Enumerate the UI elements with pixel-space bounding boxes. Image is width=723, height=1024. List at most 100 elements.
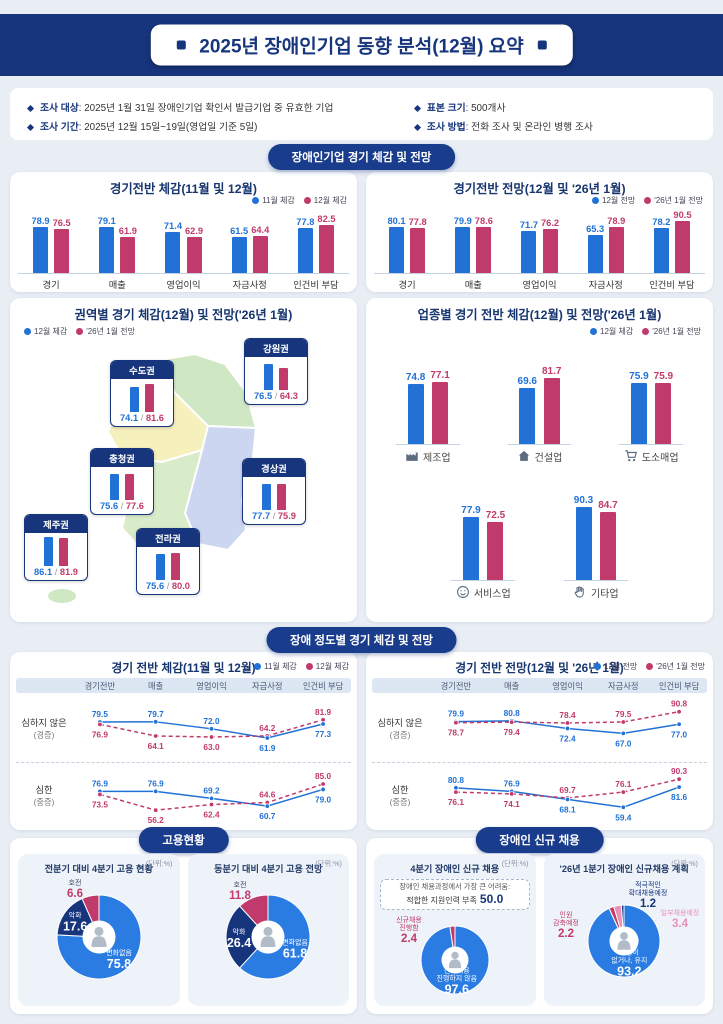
region-bar-rect [277, 484, 286, 510]
region-name: 강원권 [245, 339, 307, 357]
legend-label: 12월 체감 [313, 196, 347, 205]
legend-dot [642, 328, 650, 335]
point-value-label: 78.4 [559, 710, 576, 720]
hand-icon [573, 585, 587, 599]
bar: 82.5 [317, 214, 336, 273]
industry-bar-value: 75.9 [653, 370, 674, 382]
legend-dot [590, 328, 598, 335]
legend-dot [254, 663, 262, 670]
data-point [676, 775, 682, 782]
legend-dot [303, 197, 311, 204]
bar-value: 71.4 [163, 220, 182, 231]
line-charts-row: 경기 전반 체감(11월 및 12월) 11월 체감 12월 체감 경기전반 매출 영… [10, 652, 713, 830]
donut-slice-name: 악화 [233, 928, 246, 936]
chart-title: 업종별 경기 전반 체감(12월) 및 전망('26년 1월) [417, 308, 662, 322]
line-series [455, 777, 680, 799]
bar-category-label: 영업이익 [522, 280, 557, 290]
legend-label: 12월 전망 [604, 662, 638, 671]
bar-group: 79.9 78.6 [440, 216, 506, 273]
bar-chart-plot: 80.1 77.8 79.9 78.6 71.7 76.2 65.3 78.9 78.2 90.5 [374, 210, 705, 274]
region-bars [245, 357, 307, 390]
donut-title: 4분기 장애인 신규 채용 [410, 864, 500, 874]
bar-rect [99, 227, 115, 273]
donut-slice-value: 1.2 [640, 898, 656, 910]
region-value-dec: 75.6 [100, 501, 119, 511]
point-value-label: 67.0 [615, 738, 632, 748]
bar-value: 78.9 [31, 216, 50, 227]
bar-rect [318, 225, 334, 273]
bar-category-label: 매출 [464, 280, 482, 290]
decor-square-right-icon [537, 40, 547, 50]
bar: 90.5 [673, 210, 692, 273]
data-point [564, 725, 571, 732]
industry-name: 건설업 [534, 452, 563, 464]
industry-bars: 69.6 81.7 [507, 357, 572, 445]
survey-item-period: 조사 기간 : 2025년 12월 15일~19일(영업일 기준 5일) [26, 121, 415, 135]
data-point [320, 786, 326, 792]
donut-slice-name: 감축예정 [553, 918, 579, 927]
legend-label: 12월 전망 [602, 196, 636, 205]
survey-value: : 전화 조사 및 온라인 병행 조사 [465, 122, 593, 133]
line-chart-column-header: 자금사정 [252, 680, 283, 691]
region-value-dec: 86.1 [34, 567, 53, 577]
point-value-label: 62.4 [203, 809, 220, 819]
region-value-jan: 75.9 [277, 511, 296, 521]
bar: 64.4 [251, 225, 269, 273]
line-chart: 79.9 78.7 80.8 79.4 78.4 72.4 79.5 67.0 90.8 77.0 [448, 699, 688, 749]
donut-slice [420, 925, 490, 995]
donut-slice-name: 신규채용 [396, 915, 422, 924]
bullet-icon [26, 123, 35, 132]
donut-title: 동분기 대비 4분기 고용 전망 [214, 864, 323, 874]
bar-value: 76.2 [541, 217, 560, 228]
bar-rect [54, 228, 70, 273]
region-name: 수도권 [111, 361, 173, 379]
donut-slice-name: 일부채용예정 [661, 908, 700, 917]
chart-title: 권역별 경기 체감(12월) 및 전망('26년 1월) [74, 308, 293, 322]
region-value-jan: 77.6 [125, 501, 144, 511]
callout-text: 적합한 지원인력 부족 [406, 896, 477, 905]
bar-category-label: 자금사정 [232, 280, 267, 290]
region-bars [25, 533, 87, 566]
legend-label: 12월 체감 [315, 662, 349, 671]
person-icon [451, 951, 459, 960]
bar-rect [297, 227, 313, 273]
line-chart-column-header: 인건비 부담 [302, 680, 344, 691]
donut-slice-value: 75.8 [107, 957, 131, 971]
chart-title: 경기전반 체감(11월 및 12월) [110, 182, 257, 196]
industry-bars: 74.8 77.1 [395, 357, 460, 445]
line-series [455, 710, 680, 724]
person-icon [94, 926, 104, 936]
industry-bar: 74.8 [406, 372, 425, 444]
line-chart-rows: 심하지 않은 (경증) 79.5 76.9 79.7 64.1 72.0 63.0 64.2 61… [16, 696, 351, 828]
cart-icon [624, 449, 638, 463]
point-value-label: 64.1 [148, 741, 165, 751]
data-point [152, 788, 159, 794]
legend-item: '26년 1월 전망 [644, 195, 703, 206]
region-value-separator: / [270, 511, 278, 521]
callout-line1: 장애인 채용과정에서 가장 큰 어려움: [399, 882, 511, 891]
legend-item: '26년 1월 전망 [76, 326, 135, 337]
region-value-jan: 80.0 [171, 581, 190, 591]
industry-bar-rect [575, 507, 592, 580]
unit-label: (단위:%) [501, 859, 529, 868]
unit-label: (단위:%) [145, 859, 173, 868]
header-band: 2025년 장애인기업 동향 분석(12월) 요약 [0, 14, 723, 76]
region-bars [243, 477, 305, 510]
grouped-bar-chart: 78.9 76.5 79.1 61.9 71.4 62.9 61.5 64.4 77.8 82.5… [18, 210, 349, 291]
section-badge-employment: 고용현황 [138, 827, 229, 853]
bar-group: 65.3 78.9 [573, 216, 639, 273]
legend-item: 11월 체감 [252, 195, 295, 206]
bar: 77.8 [409, 217, 427, 273]
severity-row: 심하지 않은 (경증) 79.9 78.7 80.8 79.4 78.4 72.4 79.5 67… [372, 696, 707, 762]
bar-value: 77.8 [296, 216, 315, 227]
point-value-label: 90.3 [671, 766, 688, 776]
region-value-dec: 76.5 [254, 391, 273, 401]
donut-slice-value: 93.2 [617, 964, 641, 978]
industry-bar-rect [655, 382, 672, 444]
donut-slice-name: 변화없음 [106, 949, 132, 957]
donut-title: '26년 1분기 장애인 신규채용 계획 [559, 864, 689, 874]
bar-rect [608, 227, 624, 273]
bar: 78.2 [652, 217, 670, 273]
